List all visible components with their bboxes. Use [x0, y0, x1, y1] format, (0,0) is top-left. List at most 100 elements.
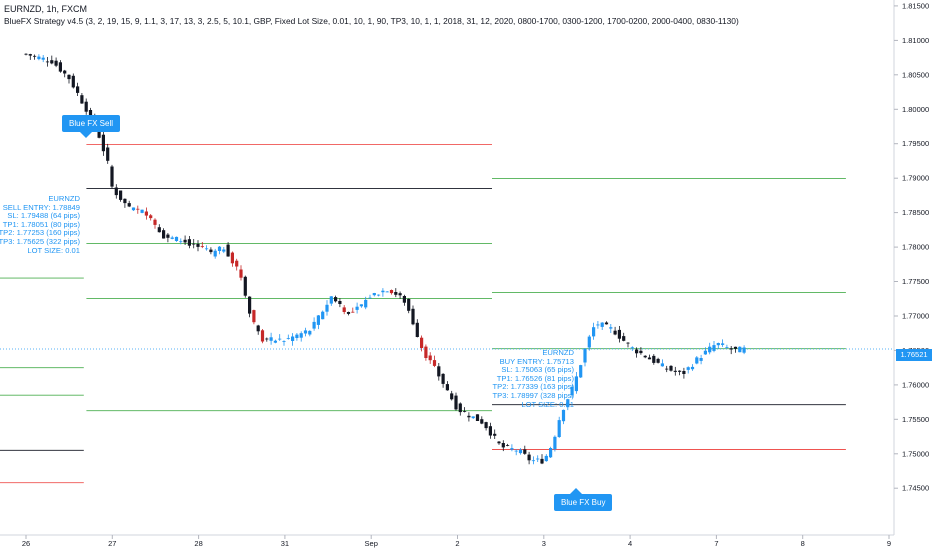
candle-body-160 [712, 345, 716, 351]
candle-body-81 [372, 293, 376, 296]
candle-20 [110, 164, 114, 189]
time-tick-label: 2 [455, 539, 459, 548]
candle-162 [721, 339, 725, 347]
candle-body-93 [424, 346, 428, 358]
candle-body-130 [583, 348, 587, 363]
time-tick-4: 4 [628, 535, 632, 548]
candle-124 [557, 416, 561, 438]
candle-123 [553, 435, 557, 452]
candle-2 [33, 54, 37, 60]
candle-body-40 [196, 243, 200, 247]
candle-92 [420, 335, 424, 352]
price-tick-1.79500: 1.79500 [894, 139, 929, 148]
candle-110 [497, 441, 501, 445]
candle-body-87 [398, 293, 402, 296]
candle-body-89 [407, 298, 411, 311]
candle-121 [544, 454, 548, 462]
candle-60 [282, 340, 286, 346]
candle-body-95 [432, 360, 437, 366]
candle-130 [583, 348, 587, 367]
price-tick-1.74500: 1.74500 [894, 484, 929, 493]
candle-69 [321, 310, 325, 320]
candle-19 [106, 143, 110, 164]
candle-158 [703, 347, 707, 355]
candlesticks [24, 53, 746, 465]
candle-body-45 [217, 246, 222, 251]
sell-signal-marker[interactable]: Blue FX Sell [62, 115, 121, 138]
candle-148 [660, 359, 664, 367]
price-axis[interactable]: 1.81500 1.81000 1.80500 1.80000 1.79500 1.790… [894, 1, 929, 493]
candle-74 [342, 305, 346, 315]
candle-body-52 [248, 296, 252, 314]
candle-body-23 [123, 198, 127, 204]
sell-info-tp3: TP3: 1.75625 (322 pips) [0, 236, 80, 246]
candle-body-103 [467, 415, 471, 418]
candle-5 [45, 57, 50, 67]
candle-body-70 [325, 304, 329, 312]
candle-109 [493, 429, 497, 439]
candle-51 [243, 275, 247, 298]
sell-info-sl: SL: 1.79488 (64 pips) [7, 211, 80, 221]
price-tick-label: 1.79000 [902, 174, 929, 183]
candle-113 [510, 444, 514, 452]
candle-body-34 [170, 237, 174, 239]
sell-info-lot-size: LOT SIZE: 0.01 [27, 245, 80, 255]
candle-body-62 [291, 336, 295, 341]
candle-91 [415, 319, 419, 338]
candle-body-77 [355, 306, 359, 310]
candle-47 [226, 242, 230, 257]
price-tick-label: 1.77000 [902, 312, 929, 321]
candle-102 [463, 407, 467, 413]
candle-142 [635, 347, 639, 358]
candle-4 [41, 55, 45, 63]
candle-body-147 [656, 358, 660, 363]
candle-143 [639, 347, 643, 355]
time-tick-31: 31 [281, 535, 289, 548]
candle-136 [609, 324, 613, 333]
candle-129 [579, 364, 583, 378]
sell-info-entry: SELL ENTRY: 1.78849 [2, 202, 80, 212]
candle-body-15 [88, 110, 93, 116]
candle-body-71 [329, 296, 333, 304]
candle-body-112 [506, 445, 510, 446]
candle-41 [200, 242, 204, 249]
chart-title: EURNZD, 1h, FXCM [4, 4, 88, 14]
candle-44 [213, 248, 217, 259]
candle-101 [458, 402, 462, 416]
sell-signal-info: EURNZD SELL ENTRY: 1.78849 SL: 1.79488 (… [0, 194, 80, 255]
candle-9 [63, 69, 67, 78]
candle-40 [196, 240, 200, 252]
candle-79 [364, 296, 368, 310]
candle-body-0 [24, 53, 28, 55]
candle-55 [260, 329, 265, 344]
price-tick-label: 1.75500 [902, 415, 929, 424]
candle-1 [28, 53, 32, 60]
candle-body-30 [153, 219, 157, 225]
candle-body-140 [626, 342, 630, 344]
candle-54 [256, 324, 260, 335]
candle-body-25 [131, 207, 136, 211]
candle-167 [742, 345, 746, 355]
candle-29 [149, 214, 153, 221]
candle-48 [230, 251, 234, 267]
time-tick-label: Sep [365, 539, 378, 548]
candle-144 [643, 355, 647, 359]
candle-body-46 [222, 249, 226, 252]
candle-body-50 [239, 269, 243, 278]
candle-23 [123, 198, 127, 208]
candle-body-56 [265, 338, 269, 340]
candle-68 [316, 315, 320, 330]
candle-body-104 [471, 416, 475, 419]
candle-132 [592, 322, 596, 340]
candle-49 [235, 258, 239, 271]
candle-159 [708, 342, 712, 355]
candle-30 [153, 218, 157, 229]
candle-7 [54, 57, 58, 68]
candle-18 [101, 130, 105, 156]
candle-139 [622, 332, 626, 342]
candle-body-139 [622, 336, 626, 341]
candle-body-132 [592, 327, 596, 337]
time-axis[interactable]: 26 27 28 31 Sep 2 3 4 7 8 9 [22, 535, 891, 548]
buy-signal-marker[interactable]: Blue FX Buy [554, 488, 613, 511]
